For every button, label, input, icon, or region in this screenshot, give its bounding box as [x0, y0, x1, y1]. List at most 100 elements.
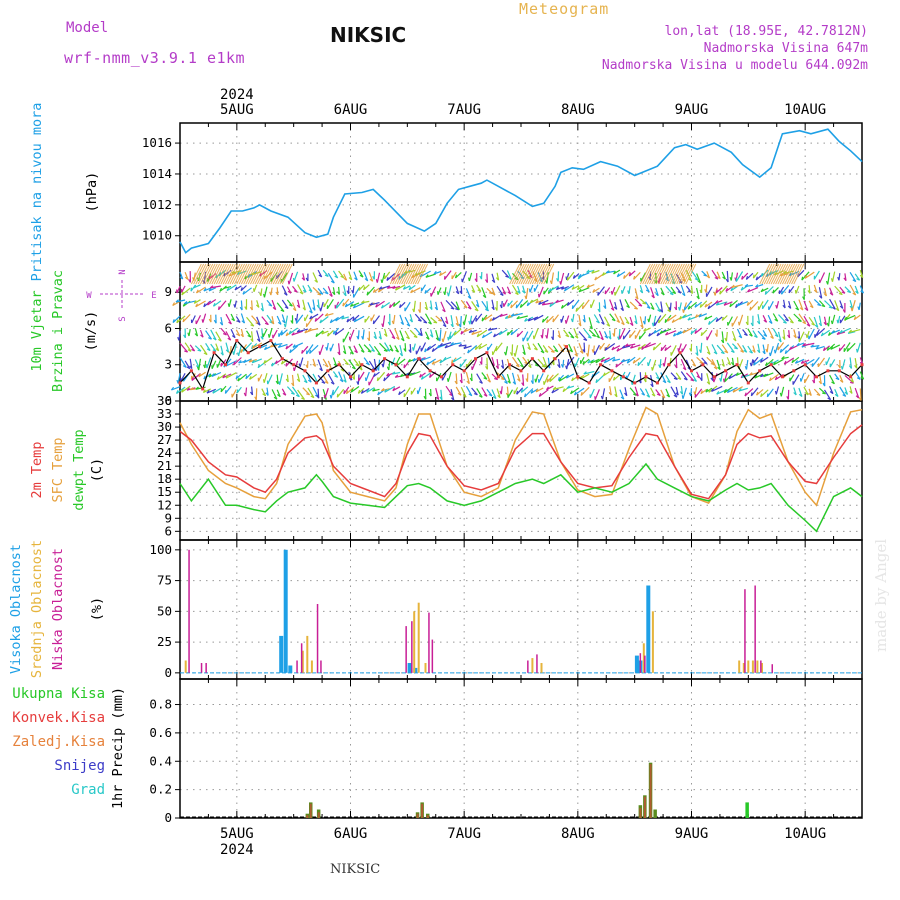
- date-label-bottom: 10AUG: [784, 826, 826, 842]
- wind-arrow: [549, 373, 559, 383]
- wind-arrow-head: [309, 350, 312, 354]
- wind-arrow: [728, 373, 738, 380]
- wind-speed-point: [792, 369, 796, 373]
- wind-arrow: [726, 357, 732, 366]
- wind-speed-point: [371, 369, 375, 373]
- wind-arrow: [675, 286, 682, 294]
- wind-arrow-head: [750, 392, 753, 397]
- wind-arrow-head: [738, 321, 740, 326]
- wind-arrow: [538, 373, 544, 383]
- wind-arrow-head: [773, 349, 776, 354]
- wind-arrow-head: [592, 334, 596, 337]
- wind-arrow: [578, 272, 590, 278]
- wind-arrow: [266, 387, 269, 396]
- wind-arrow-head: [565, 334, 570, 338]
- wind-arrow: [831, 314, 836, 325]
- wind-arrow-head: [834, 393, 839, 397]
- wind-arrow-head: [441, 338, 444, 343]
- wind-speed-point: [360, 363, 364, 367]
- wind-arrow: [574, 387, 585, 396]
- wind-arrow: [336, 388, 345, 398]
- wind-arrow: [452, 356, 462, 363]
- wind-arrow-head: [345, 390, 349, 394]
- wind-arrow: [322, 287, 329, 295]
- wind-arrow: [352, 287, 360, 298]
- wind-arrow-head: [651, 295, 655, 299]
- wind-arrow-head: [187, 349, 192, 352]
- wind-arrow: [408, 284, 416, 291]
- wind-arrow-head: [438, 319, 442, 322]
- wind-arrow-head: [292, 277, 295, 282]
- wind-arrow: [547, 345, 555, 353]
- wind-arrow-head: [558, 377, 562, 382]
- wind-arrow: [582, 358, 590, 365]
- wind-arrow: [491, 299, 495, 310]
- wind-arrow-head: [577, 286, 580, 290]
- wind-arrow-head: [175, 299, 179, 303]
- wind-arrow: [803, 300, 809, 311]
- wind-arrow: [465, 301, 472, 310]
- wind-arrow-head: [635, 296, 639, 300]
- wind-arrow: [465, 372, 470, 384]
- wind-arrow: [628, 270, 636, 277]
- wind-arrow-head: [497, 394, 501, 399]
- wind-arrow: [421, 372, 431, 380]
- wind-arrow: [332, 287, 336, 295]
- wind-arrow-head: [442, 324, 447, 328]
- wind-arrow-head: [343, 292, 347, 297]
- wind-speed-point: [587, 381, 591, 385]
- wind-arrow-head: [806, 323, 811, 327]
- wind-arrow: [327, 286, 333, 297]
- wind-arrow-head: [508, 276, 512, 280]
- wind-arrow: [793, 313, 802, 322]
- wind-arrow: [525, 287, 529, 300]
- wind-arrow-head: [589, 325, 593, 330]
- wind-arrow: [501, 269, 510, 278]
- wind-arrow-head: [706, 351, 711, 355]
- wind-arrow-head: [738, 335, 743, 339]
- wind-arrow: [573, 328, 579, 339]
- wind-arrow-head: [717, 276, 721, 280]
- ylabel-temp2m: 2m Temp: [29, 442, 45, 499]
- wind-arrow-head: [616, 320, 620, 324]
- wind-arrow: [399, 344, 403, 357]
- wind-arrow-head: [603, 305, 607, 309]
- wind-arrow-head: [175, 390, 179, 394]
- wind-arrow-head: [699, 361, 704, 364]
- wind-arrow-head: [330, 280, 335, 284]
- wind-arrow: [487, 343, 493, 351]
- wind-arrow-head: [566, 276, 569, 281]
- wind-arrow-head: [675, 392, 679, 396]
- wind-arrow-head: [564, 319, 567, 324]
- wind-arrow-head: [578, 322, 582, 327]
- wind-arrow-head: [293, 367, 295, 372]
- low-cloud-bar: [200, 663, 203, 673]
- wind-arrow-head: [849, 381, 854, 384]
- wind-arrow-head: [782, 336, 786, 340]
- wind-arrow-head: [716, 391, 720, 395]
- wind-arrow-head: [648, 332, 651, 337]
- wind-arrow: [696, 273, 702, 284]
- wind-arrow-head: [578, 273, 582, 278]
- y-tick-label: 36: [157, 393, 172, 408]
- wind-arrow-head: [309, 315, 313, 320]
- wind-arrow-head: [538, 393, 542, 397]
- wind-arrow-head: [694, 394, 697, 398]
- wind-arrow: [659, 328, 672, 335]
- wind-arrow: [333, 327, 340, 335]
- wind-arrow-head: [239, 306, 243, 311]
- wind-arrow-head: [505, 275, 509, 278]
- wind-arrow: [292, 386, 300, 398]
- wind-arrow-head: [734, 347, 738, 350]
- wind-arrow: [533, 328, 539, 340]
- wind-arrow: [721, 271, 726, 280]
- wind-arrow: [854, 358, 858, 369]
- low-cloud-bar: [405, 626, 407, 673]
- wind-arrow: [741, 272, 749, 280]
- wind-arrow: [409, 329, 418, 338]
- wind-arrow: [361, 300, 370, 304]
- compass-west: W: [86, 291, 92, 301]
- wind-arrow-head: [822, 347, 826, 351]
- wind-arrow-head: [443, 356, 447, 361]
- wind-arrow: [811, 357, 820, 367]
